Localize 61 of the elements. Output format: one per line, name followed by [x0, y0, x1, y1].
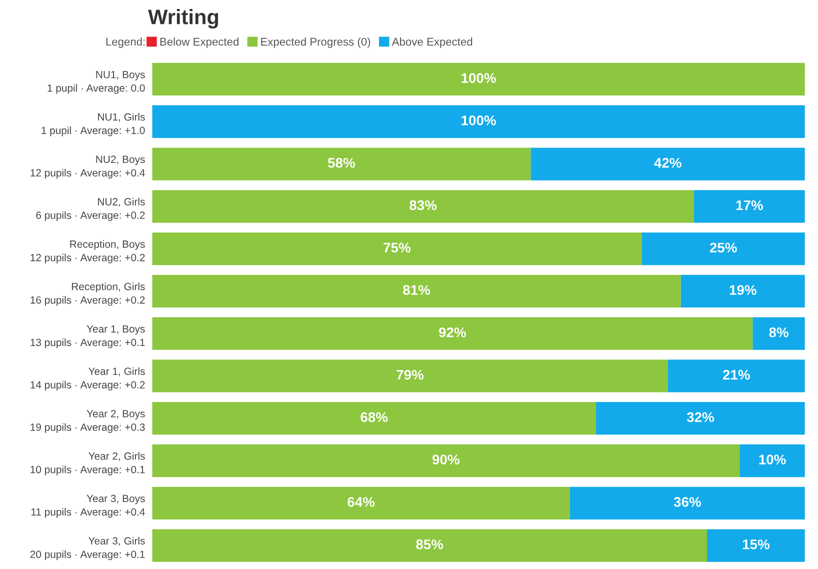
bar	[530, 148, 805, 180]
y-tick-label: NU1, Boys 1 pupil · Average: 0.0	[48, 70, 145, 94]
data-label: 15%	[742, 539, 770, 550]
data-label: 36%	[674, 497, 701, 507]
data-label: 64%	[348, 497, 375, 507]
bar	[152, 317, 753, 350]
bar	[668, 360, 805, 392]
bar	[152, 190, 694, 223]
data-label: 42%	[654, 158, 682, 168]
legend-label: Expected Progress (0)	[261, 38, 370, 48]
bar	[152, 402, 596, 435]
data-label: 79%	[396, 370, 424, 380]
data-label: 19%	[730, 285, 756, 295]
bar	[642, 232, 805, 266]
y-tick-label: Year 1, Boys 13 pupils · Average: +0.1	[30, 325, 145, 348]
bar	[752, 317, 805, 350]
data-label: 75%	[384, 242, 410, 253]
bar	[152, 486, 570, 520]
bar	[740, 444, 805, 478]
bar	[596, 402, 805, 435]
y-tick-label: Year 2, Girls 10 pupils · Average: +0.1	[30, 452, 145, 476]
data-label: 58%	[328, 158, 355, 168]
data-label: 8%	[769, 327, 788, 338]
data-label: 100%	[462, 116, 496, 126]
bar	[152, 62, 805, 96]
y-tick-label: Year 2, Boys 19 pupils · Average: +0.3	[30, 410, 145, 433]
data-label: 92%	[439, 327, 466, 338]
data-label: 85%	[416, 539, 444, 550]
data-label: 83%	[410, 200, 437, 210]
data-label: 81%	[403, 285, 430, 295]
bar	[152, 274, 681, 308]
y-tick-label: Year 3, Boys 11 pupils · Average: +0.4	[31, 494, 145, 518]
data-label: 90%	[432, 454, 460, 464]
y-tick-label: Reception, Boys 12 pupils · Average: +0.2	[30, 240, 145, 264]
data-label: 32%	[686, 412, 714, 422]
data-label: 68%	[360, 412, 388, 422]
data-label: 100%	[462, 73, 496, 83]
bar	[680, 274, 805, 308]
legend-title: Legend:	[106, 37, 145, 48]
bar	[694, 190, 805, 223]
bar	[152, 105, 805, 138]
legend-label: Above Expected	[392, 38, 472, 48]
bar	[152, 232, 642, 266]
bar	[152, 360, 668, 392]
y-tick-label: Reception, Girls 16 pupils · Average: +0.2	[30, 282, 145, 306]
bar	[152, 529, 707, 562]
data-label: 21%	[722, 370, 750, 380]
bar	[152, 444, 740, 478]
legend-label: Below Expected	[160, 38, 238, 48]
y-tick-label: Year 3, Girls 20 pupils · Average: +0.1	[30, 536, 145, 560]
bar	[706, 529, 805, 562]
y-tick-label: NU2, Girls 6 pupils · Average: +0.2	[36, 198, 145, 221]
bar	[152, 148, 531, 180]
y-tick-label: NU1, Girls 1 pupil · Average: +1.0	[42, 112, 145, 136]
data-label: 25%	[710, 242, 737, 253]
data-label: 17%	[736, 200, 763, 210]
y-tick-label: NU2, Boys 12 pupils · Average: +0.4	[30, 156, 145, 179]
chart-title: Writing	[148, 9, 218, 29]
data-label: 10%	[759, 454, 786, 464]
y-tick-label: Year 1, Girls 14 pupils · Average: +0.2	[30, 367, 145, 391]
bar	[570, 486, 805, 520]
